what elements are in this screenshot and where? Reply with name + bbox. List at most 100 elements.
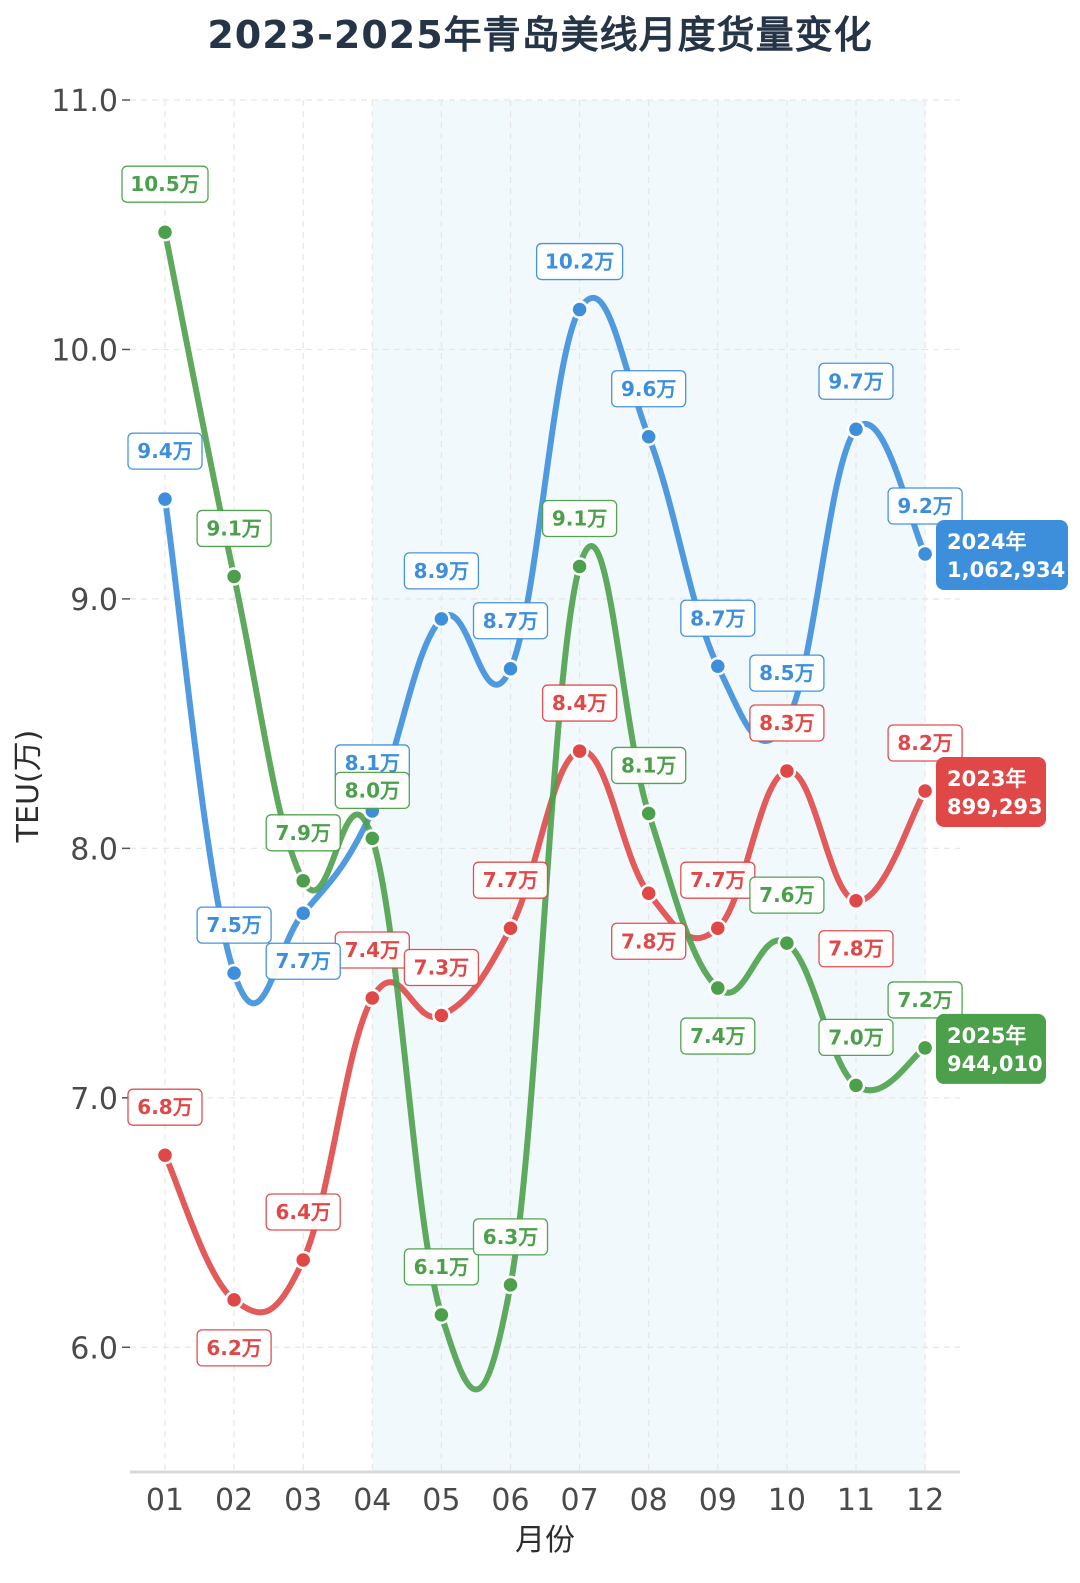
data-label: 7.7万 (472, 861, 549, 899)
y-tick-label: 11.0 (51, 84, 118, 119)
data-label-box (818, 930, 894, 968)
x-tick-label: 06 (491, 1483, 529, 1518)
data-label: 10.2万 (535, 242, 624, 281)
y-tick-label: 8.0 (70, 832, 118, 867)
data-label-box (611, 746, 687, 785)
data-point (224, 1290, 244, 1310)
data-label-text: 6.1万 (414, 1255, 469, 1279)
data-label-box (887, 724, 963, 762)
end-label-2023年: 2023年 899,293 (936, 756, 1046, 827)
data-label-box (749, 704, 825, 742)
data-point (155, 222, 175, 242)
data-point (915, 544, 935, 564)
data-label-text: 8.7万 (483, 609, 538, 633)
data-label: 7.9万 (265, 814, 341, 852)
data-label-text: 8.9万 (414, 559, 469, 583)
data-label: 8.9万 (403, 552, 480, 590)
data-label-text: 6.3万 (483, 1225, 538, 1249)
data-point (155, 1145, 175, 1165)
data-label-box (196, 509, 272, 548)
data-label-text: 9.7万 (828, 369, 883, 393)
data-label: 6.4万 (265, 1193, 341, 1231)
data-label-text: 7.4万 (345, 938, 400, 962)
data-label-text: 6.8万 (137, 1095, 192, 1119)
y-axis-title: TEU(万) (11, 730, 46, 844)
data-label-box (680, 1017, 756, 1055)
data-label: 9.1万 (541, 499, 618, 538)
y-tick-label: 7.0 (70, 1082, 118, 1117)
data-label-text: 7.5万 (206, 913, 261, 937)
data-label-text: 9.1万 (552, 506, 607, 530)
data-label-box (196, 906, 272, 944)
data-label-text: 9.1万 (206, 516, 261, 540)
data-label: 7.0万 (818, 1018, 894, 1056)
data-label-box (541, 684, 618, 722)
data-label: 7.6万 (749, 876, 825, 914)
data-label-text: 7.9万 (275, 821, 330, 845)
data-point (293, 1250, 313, 1270)
data-label-box (265, 942, 341, 980)
data-label-text: 9.4万 (137, 439, 192, 463)
data-label-box (535, 242, 624, 281)
data-label: 8.1万 (611, 746, 687, 785)
data-label-text: 9.6万 (621, 377, 676, 401)
data-label: 9.2万 (887, 487, 963, 525)
data-label: 7.2万 (887, 981, 963, 1019)
data-label: 7.3万 (403, 948, 480, 987)
data-label-box (127, 1088, 203, 1126)
data-label: 8.5万 (749, 654, 825, 692)
data-label-box (121, 165, 209, 203)
data-label: 8.3万 (749, 704, 825, 742)
data-label-text: 7.3万 (414, 955, 469, 979)
axes: 6.0 7.0 8.0 9.0 10.0 11.0 01 02 03 04 05 06 07 08 09 10… (11, 84, 960, 1558)
data-label-box (472, 861, 549, 899)
chart-title: 2023-2025年青岛美线月度货量变化 (207, 13, 873, 57)
data-label: 9.7万 (818, 362, 894, 400)
data-label-text: 7.7万 (690, 868, 745, 892)
data-label-box (196, 1329, 272, 1367)
data-point (708, 978, 728, 998)
data-label-box (818, 362, 894, 400)
data-label-text: 7.8万 (828, 937, 883, 961)
data-point (432, 609, 451, 629)
x-tick-label: 07 (561, 1483, 599, 1518)
data-label-box (472, 602, 549, 640)
data-label: 10.5万 (121, 165, 209, 203)
data-label-text: 8.4万 (552, 691, 607, 715)
data-point (570, 557, 589, 576)
end-label-total: 899,293 (947, 795, 1043, 819)
data-label: 9.6万 (611, 370, 687, 408)
data-label-text: 7.0万 (828, 1025, 883, 1049)
data-point (501, 1275, 520, 1295)
x-tick-label: 02 (215, 1483, 253, 1518)
x-tick-label: 01 (146, 1483, 184, 1518)
end-label-total: 944,010 (947, 1052, 1043, 1076)
data-label-text: 8.0万 (345, 778, 400, 802)
data-label-text: 10.2万 (545, 250, 614, 274)
data-point (915, 781, 935, 801)
data-point (639, 804, 658, 823)
data-point (708, 657, 728, 676)
data-label-box (265, 814, 341, 852)
data-label: 8.4万 (541, 684, 618, 722)
data-point (846, 891, 866, 910)
data-label: 7.4万 (680, 1017, 756, 1055)
x-tick-label: 04 (353, 1483, 391, 1518)
data-label: 8.7万 (680, 599, 756, 637)
x-tick-label: 11 (837, 1483, 875, 1518)
data-label-text: 8.7万 (690, 606, 745, 630)
data-label-text: 7.7万 (275, 949, 330, 973)
data-label-box (887, 981, 963, 1019)
data-label-box (403, 948, 480, 987)
data-point (363, 829, 382, 848)
x-tick-label: 10 (768, 1483, 806, 1518)
data-point (777, 933, 797, 953)
end-label-year: 2024年 (947, 530, 1026, 554)
data-point (155, 489, 175, 509)
x-tick-label: 08 (630, 1483, 668, 1518)
data-label-box (611, 370, 687, 408)
data-label-text: 6.2万 (206, 1336, 261, 1360)
data-label: 6.1万 (403, 1248, 480, 1286)
data-label-box (472, 1218, 549, 1256)
